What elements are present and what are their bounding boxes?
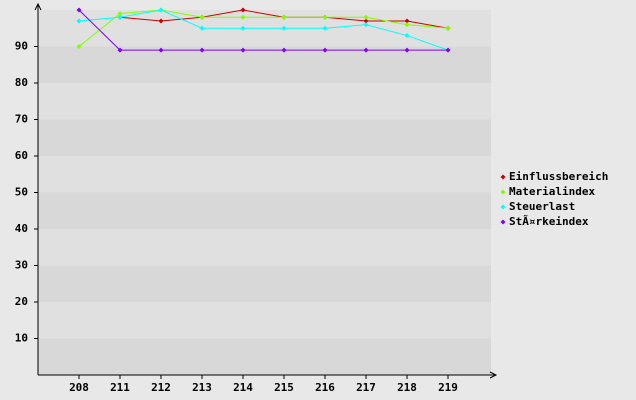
point	[199, 14, 205, 20]
point	[445, 25, 451, 31]
band	[38, 338, 491, 375]
series-line	[78, 9, 449, 51]
point	[281, 25, 287, 31]
band	[38, 229, 491, 266]
point	[158, 7, 164, 13]
y-tick-label: 70	[15, 113, 28, 126]
point	[117, 14, 123, 20]
point	[363, 18, 369, 24]
x-tick-label: 215	[274, 381, 294, 394]
point	[363, 22, 369, 28]
band	[38, 192, 491, 229]
y-tick-label: 50	[15, 186, 28, 199]
y-tick-label: 10	[15, 332, 28, 345]
legend-marker	[500, 219, 506, 225]
point	[281, 14, 287, 20]
point	[240, 25, 246, 31]
point	[199, 47, 205, 53]
band	[38, 302, 491, 339]
point	[240, 7, 246, 13]
x-tick-label: 213	[192, 381, 212, 394]
x-tick-label: 217	[356, 381, 376, 394]
legend-label: Materialindex	[509, 185, 595, 198]
point	[117, 11, 123, 17]
x-tick-label: 214	[233, 381, 253, 394]
point	[240, 47, 246, 53]
point	[117, 47, 123, 53]
point	[158, 47, 164, 53]
legend-label: Einflussbereich	[509, 170, 608, 183]
x-tick-label: 218	[397, 381, 417, 394]
point	[199, 25, 205, 31]
point	[322, 25, 328, 31]
point	[76, 7, 82, 13]
point	[363, 47, 369, 53]
x-tick-label: 211	[110, 381, 130, 394]
point	[363, 14, 369, 20]
y-tick-label: 60	[15, 149, 28, 162]
point	[322, 47, 328, 53]
legend-label: StÃ¤rkeindex	[509, 215, 589, 228]
point	[404, 33, 410, 39]
legend-marker	[500, 189, 506, 195]
y-tick-label: 30	[15, 259, 28, 272]
legend-marker	[500, 174, 506, 180]
legend-label: Steuerlast	[509, 200, 575, 213]
x-axis-arrow	[489, 371, 498, 379]
y-tick-label: 20	[15, 295, 28, 308]
point	[76, 18, 82, 24]
y-tick-label: 40	[15, 222, 28, 235]
y-tick-label: 80	[15, 76, 28, 89]
x-tick-label: 208	[69, 381, 89, 394]
point	[322, 14, 328, 20]
band	[38, 83, 491, 120]
band	[38, 46, 491, 83]
band	[38, 156, 491, 193]
y-axis-arrow	[34, 2, 42, 11]
point	[158, 18, 164, 24]
band	[38, 265, 491, 302]
point	[240, 14, 246, 20]
y-tick-label: 90	[15, 40, 28, 53]
series-line	[78, 9, 449, 47]
legend-marker	[500, 204, 506, 210]
band	[38, 119, 491, 156]
point	[404, 22, 410, 28]
point	[404, 18, 410, 24]
x-tick-label: 219	[438, 381, 458, 394]
point	[76, 44, 82, 49]
x-tick-label: 212	[151, 381, 171, 394]
x-tick-label: 216	[315, 381, 335, 394]
point	[445, 47, 451, 53]
point	[281, 47, 287, 53]
series-line	[78, 9, 448, 51]
point	[404, 47, 410, 53]
